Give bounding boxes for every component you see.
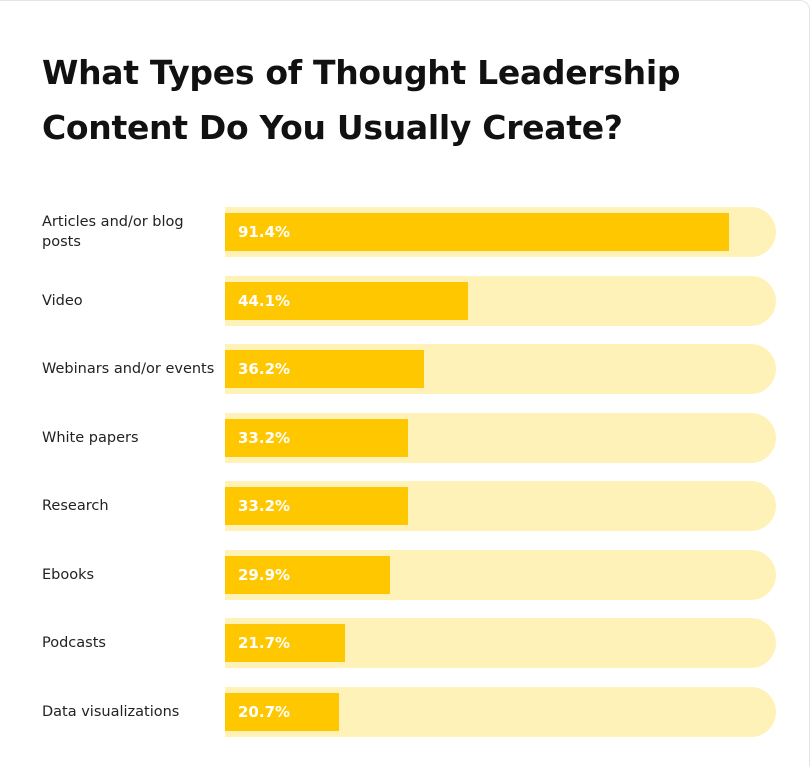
bar: [225, 213, 729, 251]
value-label: 33.2%: [238, 497, 291, 515]
bar: [225, 418, 408, 457]
category-label: Ebooks: [42, 566, 95, 583]
bar: [225, 555, 390, 594]
bar: [225, 624, 345, 662]
chart-title: What Types of Thought Leadership Content…: [42, 53, 681, 147]
category-label: Podcasts: [42, 635, 106, 651]
value-label: 36.2%: [238, 360, 291, 378]
bar: [225, 350, 425, 388]
category-label: Data visualizations: [42, 703, 180, 720]
category-label: Video: [42, 292, 83, 309]
value-label: 21.7%: [238, 634, 291, 652]
category-label: White papers: [42, 429, 139, 446]
value-label: 29.9%: [238, 565, 291, 584]
category-label: Webinars and/or events: [42, 361, 215, 377]
bar: [225, 487, 408, 525]
value-label: 20.7%: [238, 702, 291, 721]
bar: [225, 692, 340, 731]
category-label: Research: [42, 498, 109, 514]
value-label: 91.4%: [238, 223, 291, 241]
value-label: 44.1%: [238, 291, 291, 310]
value-label: 33.2%: [238, 428, 291, 447]
bar: [225, 281, 468, 320]
category-label: Articles and/or blog posts: [42, 214, 184, 250]
